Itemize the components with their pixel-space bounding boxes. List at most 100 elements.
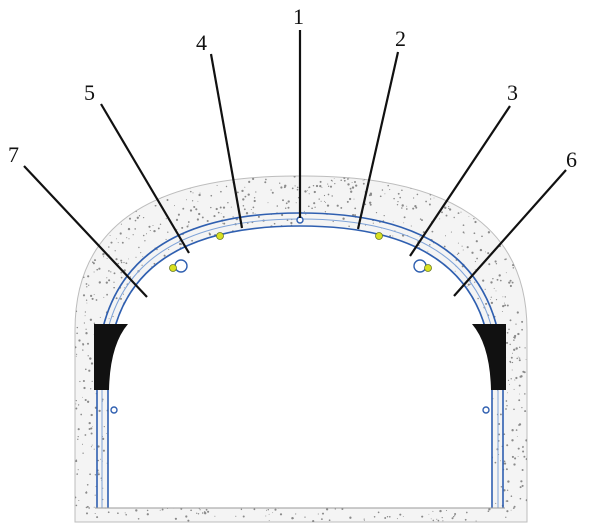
rock-stipple-dot — [96, 516, 99, 519]
rock-stipple-dot — [106, 257, 108, 259]
rock-stipple-dot — [525, 233, 527, 236]
rock-stipple-dot — [491, 194, 494, 196]
rock-stipple-dot — [253, 199, 256, 203]
rock-stipple-dot — [183, 188, 185, 190]
rock-stipple-dot — [521, 328, 523, 331]
rock-stipple-dot — [386, 175, 389, 177]
rock-stipple-dot — [108, 246, 110, 248]
rock-stipple-dot — [478, 184, 481, 187]
rock-stipple-dot — [343, 179, 346, 182]
rock-stipple-dot — [317, 513, 319, 515]
rock-stipple-dot — [91, 380, 93, 382]
rock-stipple-dot — [341, 508, 344, 510]
rock-stipple-dot — [314, 206, 316, 208]
rock-stipple-dot — [123, 191, 125, 193]
rock-stipple-dot — [282, 199, 284, 202]
rock-stipple-dot — [276, 205, 279, 207]
rock-stipple-dot — [457, 242, 459, 244]
rock-stipple-dot — [513, 408, 515, 411]
rock-stipple-dot — [166, 199, 169, 201]
rock-stipple-dot — [512, 352, 513, 354]
rock-stipple-dot — [120, 271, 122, 274]
rock-stipple-dot — [515, 376, 518, 380]
rock-stipple-dot — [88, 427, 91, 431]
rock-stipple-dot — [524, 222, 527, 225]
rock-stipple-dot — [295, 513, 297, 515]
rock-stipple-dot — [113, 286, 116, 289]
rock-stipple-dot — [198, 212, 201, 216]
rock-stipple-dot — [522, 450, 525, 453]
rock-stipple-dot — [441, 516, 443, 519]
rock-stipple-dot — [483, 191, 485, 193]
rock-stipple-dot — [84, 311, 87, 313]
rock-stipple-dot — [453, 216, 455, 219]
rock-stipple-dot — [86, 200, 88, 202]
rock-stipple-dot — [77, 435, 79, 438]
rock-stipple-dot — [79, 175, 81, 178]
rock-stipple-dot — [472, 196, 476, 199]
rock-stipple-dot — [279, 182, 281, 184]
rock-stipple-dot — [243, 208, 246, 211]
rock-stipple-dot — [490, 296, 492, 298]
rock-stipple-dot — [217, 211, 220, 214]
rock-stipple-dot — [506, 444, 509, 447]
rock-stipple-dot — [82, 379, 85, 383]
rock-stipple-dot — [102, 209, 105, 212]
rock-stipple-dot — [349, 187, 352, 190]
rock-stipple-dot — [517, 332, 520, 336]
rock-stipple-dot — [208, 232, 211, 234]
rock-stipple-dot — [445, 509, 448, 512]
rock-stipple-dot — [443, 245, 446, 248]
rock-stipple-dot — [508, 281, 511, 284]
rock-stipple-dot — [89, 473, 91, 476]
rock-stipple-dot — [375, 211, 378, 214]
rock-stipple-dot — [383, 214, 385, 217]
rock-stipple-dot — [90, 388, 92, 390]
rock-stipple-dot — [86, 491, 87, 493]
rock-stipple-dot — [235, 515, 237, 517]
rock-stipple-dot — [446, 195, 448, 197]
rock-stipple-dot — [121, 175, 124, 178]
rock-stipple-dot — [142, 216, 145, 219]
right-support-block — [472, 324, 506, 390]
rock-stipple-dot — [123, 287, 125, 289]
rock-stipple-dot — [114, 250, 116, 252]
rock-stipple-dot — [336, 204, 339, 207]
rock-stipple-dot — [107, 230, 109, 232]
rock-stipple-dot — [134, 228, 137, 230]
leader-line-3 — [409, 105, 511, 257]
rock-stipple-dot — [502, 176, 505, 179]
rock-stipple-dot — [84, 315, 86, 317]
rock-stipple-dot — [465, 193, 467, 196]
rock-stipple-dot — [89, 176, 91, 178]
rock-stipple-dot — [92, 261, 94, 263]
rock-stipple-dot — [509, 279, 512, 282]
rock-stipple-dot — [85, 512, 89, 515]
rock-stipple-dot — [506, 304, 509, 307]
rock-stipple-dot — [517, 234, 519, 237]
rock-stipple-dot — [93, 271, 95, 273]
rock-stipple-dot — [525, 439, 527, 442]
rock-stipple-dot — [354, 207, 357, 210]
rock-stipple-dot — [156, 248, 158, 251]
rock-stipple-dot — [158, 185, 161, 189]
rock-stipple-dot — [319, 180, 322, 183]
rock-stipple-dot — [232, 216, 234, 218]
rock-stipple-dot — [363, 520, 365, 521]
rock-stipple-dot — [92, 426, 93, 428]
rock-stipple-dot — [90, 362, 94, 365]
rock-stipple-dot — [313, 190, 316, 194]
rock-stipple-dot — [95, 200, 98, 203]
rock-stipple-dot — [432, 510, 434, 512]
rock-stipple-dot — [461, 193, 464, 196]
rock-stipple-dot — [75, 355, 77, 357]
rock-stipple-dot — [466, 246, 469, 249]
rock-stipple-dot — [389, 189, 391, 191]
rock-stipple-dot — [454, 178, 457, 181]
rock-stipple-dot — [290, 221, 293, 225]
rock-stipple-dot — [91, 297, 94, 300]
rock-stipple-dot — [250, 209, 252, 210]
rock-stipple-dot — [462, 249, 464, 251]
rock-stipple-dot — [405, 176, 407, 178]
rock-stipple-dot — [516, 233, 519, 235]
